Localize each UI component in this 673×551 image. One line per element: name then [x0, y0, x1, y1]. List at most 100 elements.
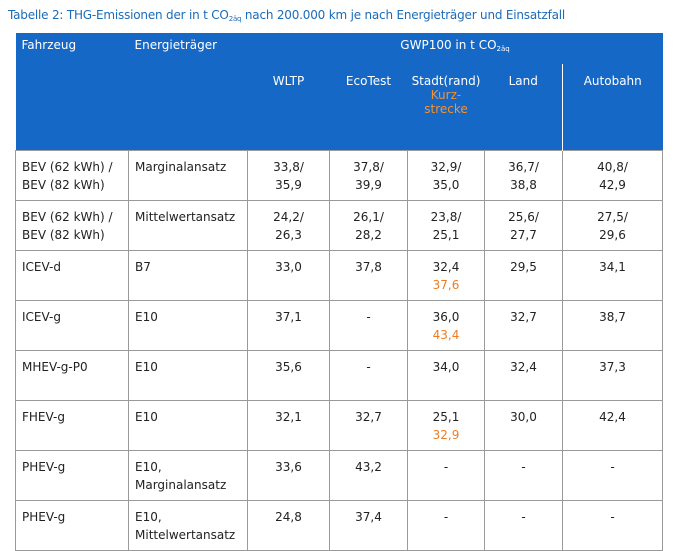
cell-stadt-short-trip: 43,4 [432, 328, 460, 342]
table-body: BEV (62 kWh) / BEV (82 kWh) Marginalansatz… [15, 150, 663, 551]
cell-vehicle-line: BEV (82 kWh) [22, 178, 105, 192]
caption-text: Tabelle 2: THG-Emissionen der in t CO [8, 8, 229, 22]
cell-autobahn: 42,4 [562, 400, 663, 451]
cell-wltp: 24,8 [247, 500, 330, 551]
cell-energy-line: Mittelwertansatz [135, 528, 236, 542]
cell-vehicle-line: BEV (62 kWh) / [22, 210, 113, 224]
cell-ecotest-line: 26,1/ [353, 210, 384, 224]
cell-autobahn-line: 27,5/ [597, 210, 628, 224]
cell-vehicle: PHEV-g [15, 500, 129, 551]
cell-stadt-line: 36,0 [432, 310, 460, 324]
cell-wltp-line: 35,6 [275, 360, 302, 374]
cell-autobahn-line: 42,9 [599, 178, 626, 192]
cell-stadt-line: - [443, 460, 449, 474]
cell-stadt: - [407, 450, 485, 501]
cell-land: - [484, 450, 563, 501]
cell-autobahn-line: 34,1 [599, 260, 626, 274]
cell-autobahn-line: 42,4 [599, 410, 626, 424]
cell-ecotest-line: - [366, 310, 371, 324]
cell-vehicle: BEV (62 kWh) / BEV (82 kWh) [15, 150, 129, 201]
cell-autobahn-line: 29,6 [599, 228, 626, 242]
cell-vehicle-line: BEV (82 kWh) [22, 228, 105, 242]
header-autobahn: Autobahn [562, 64, 663, 151]
cell-ecotest-line: 37,4 [355, 510, 382, 524]
header-wltp: WLTP [247, 64, 330, 151]
cell-vehicle: PHEV-g [15, 450, 129, 501]
cell-land-line: 29,5 [510, 260, 537, 274]
cell-energy: Marginalansatz [128, 150, 248, 201]
cell-stadt-line: 25,1 [432, 228, 460, 242]
cell-energy-line: Marginalansatz [135, 478, 227, 492]
cell-land-line: - [521, 510, 526, 524]
header-stadt: Stadt(rand) Kurz- strecke [407, 64, 485, 151]
header-gwp-label: GWP100 in t CO [400, 38, 497, 52]
cell-energy-line: E10 [135, 410, 158, 424]
cell-stadt-short-trip: 37,6 [432, 278, 460, 292]
cell-stadt-line: 32,9/ [430, 160, 462, 174]
table-row: BEV (62 kWh) / BEV (82 kWh) Mittelwertansa… [15, 200, 663, 251]
cell-ecotest-line: 28,2 [355, 228, 382, 242]
cell-autobahn: 38,7 [562, 300, 663, 351]
cell-vehicle: BEV (62 kWh) / BEV (82 kWh) [15, 200, 129, 251]
cell-ecotest: - [329, 300, 408, 351]
cell-stadt-short-trip: 32,9 [432, 428, 460, 442]
cell-energy-line: E10, [135, 460, 162, 474]
table-row: MHEV-g-P0 E10 35,6 - 34,0 32,4 37,3 [15, 350, 663, 401]
cell-ecotest-line: 37,8 [355, 260, 382, 274]
cell-stadt: 36,0 43,4 [407, 300, 485, 351]
cell-autobahn: - [562, 500, 663, 551]
cell-land-line: 30,0 [510, 410, 537, 424]
cell-autobahn-line: - [610, 510, 615, 524]
cell-land-line: 38,8 [510, 178, 537, 192]
cell-energy-line: E10, [135, 510, 162, 524]
cell-stadt: 32,4 37,6 [407, 250, 485, 301]
cell-land: 30,0 [484, 400, 563, 451]
cell-stadt: 23,8/25,1 [407, 200, 485, 251]
cell-vehicle-line: FHEV-g [22, 410, 65, 424]
header-energy: Energieträger [128, 33, 248, 64]
cell-ecotest-line: 32,7 [355, 410, 382, 424]
cell-wltp: 35,6 [247, 350, 330, 401]
cell-ecotest-line: - [366, 360, 371, 374]
cell-vehicle-line: PHEV-g [22, 510, 66, 524]
cell-wltp-line: 33,0 [275, 260, 302, 274]
cell-autobahn-line: 40,8/ [597, 160, 628, 174]
cell-energy: Mittelwertansatz [128, 200, 248, 251]
cell-energy: E10 [128, 400, 248, 451]
table-caption: Tabelle 2: THG-Emissionen der in t CO2äq… [8, 8, 565, 23]
cell-stadt: 32,9/35,0 [407, 150, 485, 201]
cell-land-line: 32,7 [510, 310, 537, 324]
cell-stadt: - [407, 500, 485, 551]
cell-wltp-line: 26,3 [275, 228, 302, 242]
cell-energy-line: B7 [135, 260, 151, 274]
cell-autobahn-line: - [610, 460, 615, 474]
cell-land-line: - [521, 460, 526, 474]
table-header: Fahrzeug Energieträger GWP100 in t CO2äq… [15, 33, 663, 151]
cell-ecotest: 37,8/39,9 [329, 150, 408, 201]
cell-stadt-line: - [443, 510, 449, 524]
cell-wltp-line: 35,9 [275, 178, 302, 192]
cell-energy: E10 [128, 350, 248, 401]
cell-autobahn: 27,5/29,6 [562, 200, 663, 251]
cell-land-line: 32,4 [510, 360, 537, 374]
cell-land: 32,7 [484, 300, 563, 351]
cell-autobahn: 37,3 [562, 350, 663, 401]
cell-wltp: 32,1 [247, 400, 330, 451]
cell-land: 32,4 [484, 350, 563, 401]
cell-stadt-line: 25,1 [432, 410, 460, 424]
header-spacer-2 [128, 64, 248, 151]
caption-text-suffix: nach 200.000 km je nach Energieträger un… [241, 8, 566, 22]
cell-energy-line: E10 [135, 310, 158, 324]
emissions-table: Fahrzeug Energieträger GWP100 in t CO2äq… [15, 33, 663, 551]
cell-wltp-line: 33,6 [275, 460, 302, 474]
header-stadt-note-2: strecke [424, 102, 468, 116]
cell-autobahn: - [562, 450, 663, 501]
cell-energy: E10, Marginalansatz [128, 450, 248, 501]
cell-land-line: 25,6/ [508, 210, 539, 224]
cell-vehicle-line: BEV (62 kWh) / [22, 160, 113, 174]
cell-energy-line: Mittelwertansatz [135, 210, 236, 224]
cell-ecotest: - [329, 350, 408, 401]
cell-wltp: 24,2/26,3 [247, 200, 330, 251]
cell-land: 29,5 [484, 250, 563, 301]
cell-stadt-line: 35,0 [432, 178, 460, 192]
